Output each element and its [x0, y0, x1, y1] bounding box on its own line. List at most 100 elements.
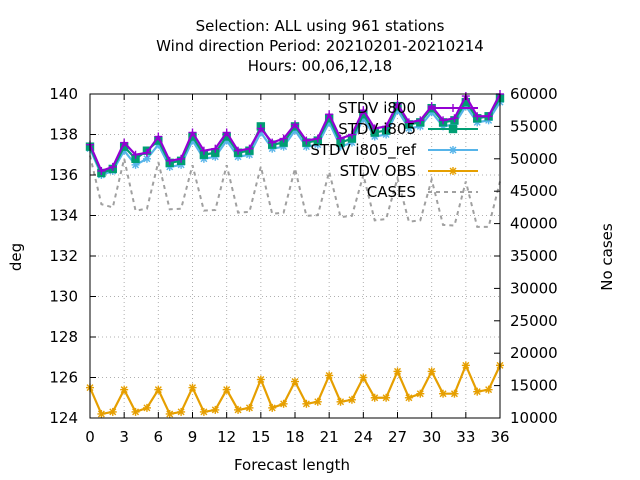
data-point: [347, 130, 356, 139]
data-point: [359, 373, 368, 382]
x-tick-label: 36: [490, 428, 509, 446]
y-tick-label: 138: [49, 126, 78, 144]
data-point: [222, 128, 231, 137]
data-point: [188, 128, 197, 137]
data-point: [199, 146, 208, 155]
data-point: [382, 122, 391, 131]
data-point: [291, 377, 299, 386]
data-point: [439, 389, 448, 398]
data-point: [268, 138, 277, 147]
data-point: [279, 134, 288, 143]
legend-label: STDV OBS: [340, 162, 416, 180]
data-point: [234, 405, 243, 414]
data-point: [279, 399, 288, 408]
legend-label: CASES: [367, 183, 416, 201]
x-tick-label: 27: [388, 428, 407, 446]
data-point: [211, 405, 220, 414]
y-tick-label: 130: [49, 288, 78, 306]
data-point: [404, 118, 413, 127]
legend-marker: [449, 167, 457, 175]
x-tick-label: 18: [285, 428, 304, 446]
x-tick-label: 12: [217, 428, 236, 446]
data-point: [484, 385, 493, 394]
chart-title-line-3: Hours: 00,06,12,18: [247, 57, 393, 75]
data-point: [256, 375, 265, 384]
legend-label: STDV i805_ref: [310, 141, 416, 160]
data-point: [473, 387, 482, 396]
y2-tick-label: 20000: [510, 344, 558, 362]
data-point: [120, 385, 129, 394]
legend-entry: STDV i800: [338, 99, 478, 117]
data-point: [154, 132, 163, 141]
data-point: [359, 106, 368, 115]
data-point: [427, 367, 436, 376]
legend-marker: [449, 104, 457, 112]
legend-entry: STDV i805_ref: [310, 141, 478, 160]
series-stdv-i800: [86, 90, 504, 175]
y2-tick-label: 45000: [510, 182, 558, 200]
chart-title-line-1: Selection: ALL using 961 stations: [195, 17, 445, 35]
y2-tick-label: 60000: [510, 85, 558, 103]
x-tick-label: 9: [188, 428, 198, 446]
y-tick-label: 124: [49, 409, 78, 427]
data-point: [256, 124, 265, 133]
x-tick-label: 0: [85, 428, 95, 446]
data-point: [120, 138, 129, 147]
series-layer: [85, 90, 505, 418]
data-point: [336, 134, 345, 143]
x-axis-label: Forecast length: [234, 456, 350, 474]
data-point: [302, 399, 311, 408]
data-point: [97, 166, 106, 175]
data-point: [325, 371, 334, 380]
data-point: [370, 393, 379, 402]
legend-label: STDV i805: [338, 120, 416, 138]
y-axis-label: deg: [7, 243, 25, 271]
y-tick-label: 132: [49, 247, 78, 265]
y2-tick-label: 35000: [510, 247, 558, 265]
data-point: [211, 144, 220, 153]
axis-ticks: 0 3 6 9 12 15 18 21 24 27 30 33 36124126128130132134…: [49, 85, 557, 446]
data-point: [473, 112, 482, 121]
data-point: [131, 407, 140, 416]
y2-tick-label: 25000: [510, 312, 558, 330]
y2-tick-label: 55000: [510, 117, 558, 135]
data-point: [142, 148, 151, 157]
data-point: [336, 397, 345, 406]
data-point: [222, 385, 231, 394]
x-tick-label: 6: [154, 428, 164, 446]
data-point: [108, 407, 117, 416]
y2-tick-label: 40000: [510, 215, 558, 233]
x-tick-label: 30: [422, 428, 441, 446]
x-tick-label: 24: [354, 428, 373, 446]
legend-entry: STDV i805: [338, 120, 478, 138]
data-point: [484, 112, 493, 121]
series-line: [89, 155, 501, 228]
series-line: [88, 97, 501, 175]
data-point: [439, 116, 448, 125]
data-point: [131, 150, 140, 159]
data-point: [245, 144, 254, 153]
data-point: [199, 407, 208, 416]
data-point: [177, 407, 186, 416]
data-point: [393, 100, 402, 109]
data-point: [313, 134, 322, 143]
data-point: [188, 383, 197, 392]
data-point: [416, 389, 425, 398]
legend-entry: STDV OBS: [340, 162, 478, 180]
y2-tick-label: 15000: [510, 377, 558, 395]
data-point: [291, 120, 299, 129]
data-point: [393, 367, 402, 376]
x-tick-label: 3: [119, 428, 129, 446]
data-point: [382, 393, 391, 402]
data-point: [461, 361, 470, 370]
x-tick-label: 21: [320, 428, 339, 446]
data-point: [142, 154, 151, 163]
legend-label: STDV i800: [338, 99, 416, 117]
data-point: [313, 397, 322, 406]
data-point: [97, 409, 106, 418]
data-point: [154, 385, 163, 394]
y2-tick-label: 10000: [510, 409, 558, 427]
y-tick-label: 134: [49, 207, 78, 225]
data-point: [177, 154, 186, 163]
